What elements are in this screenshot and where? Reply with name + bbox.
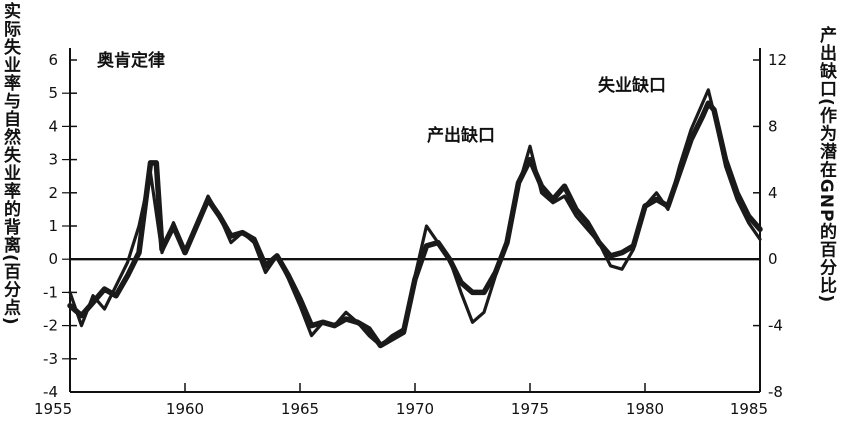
y-right-tick-label: -8	[768, 383, 783, 401]
y-left-tick-label: 6	[48, 51, 58, 69]
annotations-group: 奥肯定律 产出缺口 失业缺口	[97, 50, 666, 146]
axes-group	[69, 48, 761, 393]
annotation-output-gap: 产出缺口	[427, 125, 495, 146]
y-left-tick-label: 3	[48, 151, 58, 169]
y-left-tick-label: 4	[48, 117, 58, 135]
y-right-tick-label: 8	[768, 117, 778, 135]
y-right-tick-label: 12	[768, 51, 787, 69]
x-tick-label: 1965	[281, 400, 319, 418]
x-tick-label: 1960	[166, 400, 204, 418]
annotation-unemployment-gap: 失业缺口	[598, 75, 666, 96]
y-left-tick-label: -2	[43, 317, 58, 335]
y-right-tick-label: 0	[768, 250, 778, 268]
x-tick-label: 1970	[396, 400, 434, 418]
legend-label: 奥肯定律	[97, 50, 165, 71]
y-axis-right-label: 产出缺口(作为潜在GNP的百分比)	[816, 26, 836, 304]
y-axis-left-label: 实际失业率与自然失业率的背离(百分点)	[0, 2, 20, 326]
x-tick-label: 1955	[34, 400, 72, 418]
y-left-tick-label: 1	[48, 217, 58, 235]
y-left-tick-label: 5	[48, 84, 58, 102]
ticks-group: 1955 1960 1965 1970 1975 1980 1985-4-3-2-10123…	[34, 51, 787, 418]
x-tick-label: 1985	[730, 400, 768, 418]
y-left-tick-label: 0	[48, 250, 58, 268]
x-tick-label: 1980	[626, 400, 664, 418]
y-left-tick-label: 2	[48, 184, 58, 202]
y-left-tick-label: -3	[43, 350, 58, 368]
y-left-tick-label: -4	[43, 383, 58, 401]
y-right-tick-label: 4	[768, 184, 778, 202]
series-output-gap-line	[68, 88, 762, 348]
y-left-tick-label: -1	[43, 283, 58, 301]
y-right-tick-label: -4	[768, 317, 783, 335]
x-tick-label: 1975	[511, 400, 549, 418]
series-group	[67, 88, 763, 349]
